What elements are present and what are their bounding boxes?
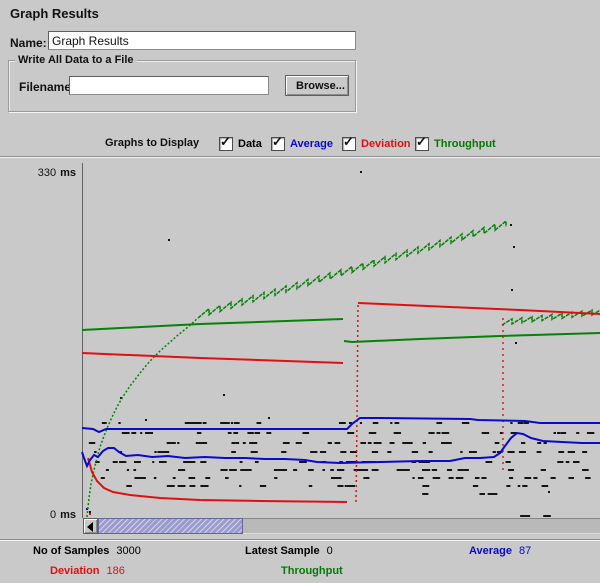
series-average-lower (81, 431, 600, 469)
groupbox-title: Write All Data to a File (15, 54, 137, 66)
graphs-to-display-label: Graphs to Display (105, 137, 200, 149)
page-title: Graph Results (10, 6, 99, 21)
filename-label: Filename (19, 80, 72, 94)
series-deviation-start-curve (87, 457, 348, 503)
checkbox-average-label: Average (290, 138, 334, 150)
checkbox-average[interactable]: Average (271, 135, 333, 153)
scrollbar-thumb[interactable] (98, 518, 243, 534)
series-deviation-current (81, 352, 344, 364)
checkbox-deviation-box[interactable] (342, 135, 356, 151)
checkbox-deviation-label: Deviation (361, 138, 411, 150)
stat-average: Average 87 (469, 545, 532, 557)
browse-button[interactable]: Browse... (285, 75, 349, 96)
stat-latest-sample: Latest Sample 0 (245, 545, 333, 557)
checkbox-deviation[interactable]: Deviation (342, 135, 411, 153)
write-data-groupbox: Write All Data to a File Filename Browse… (8, 54, 356, 112)
checkbox-data-box[interactable] (219, 135, 233, 151)
stat-no-of-samples: No of Samples 3000 (33, 545, 141, 557)
series-throughput-prev-smooth (343, 332, 600, 344)
graph-canvas (81, 171, 600, 518)
name-input[interactable] (48, 31, 356, 50)
y-axis-max-label: 330 ms (37, 167, 76, 179)
series-throughput-current (81, 318, 344, 331)
series-deviation-jump-vertical (355, 302, 359, 503)
checkbox-data[interactable]: Data (219, 135, 262, 153)
y-axis-line (82, 163, 83, 518)
filename-input[interactable] (69, 76, 269, 95)
stat-throughput: Throughput (281, 565, 343, 577)
checkbox-throughput-label: Throughput (434, 138, 496, 150)
series-throughput-ramp (86, 317, 199, 518)
series-throughput-ramp-sawtooth (197, 219, 507, 319)
checkbox-throughput-box[interactable] (415, 135, 429, 151)
left-arrow-icon (87, 522, 93, 532)
stat-deviation: Deviation 186 (50, 565, 125, 577)
graph-panel: 330 ms 0 ms (0, 160, 600, 538)
separator (0, 156, 600, 158)
series-deviation-prev (357, 302, 600, 315)
checkbox-throughput[interactable]: Throughput (415, 135, 496, 153)
separator (0, 539, 600, 541)
series-average-upper (81, 417, 600, 434)
series-throughput-prev-jagged (501, 308, 600, 326)
graphs-to-display-row: Graphs to Display Data Average Deviation… (0, 134, 600, 154)
graph-horizontal-scrollbar[interactable] (83, 518, 600, 534)
checkbox-average-box[interactable] (271, 135, 285, 151)
checkbox-data-label: Data (238, 138, 262, 150)
name-label: Name: (10, 36, 47, 50)
scrollbar-left-arrow-button[interactable] (83, 518, 98, 534)
y-axis-min-label: 0 ms (49, 509, 76, 521)
